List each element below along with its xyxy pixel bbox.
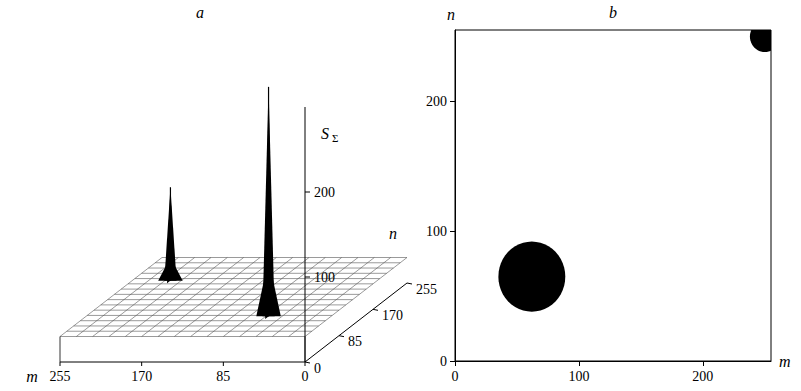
- svg-text:255: 255: [416, 282, 437, 297]
- svg-text:m: m: [779, 353, 791, 370]
- svg-text:85: 85: [348, 334, 362, 349]
- svg-text:Σ: Σ: [332, 132, 338, 144]
- svg-text:a: a: [196, 4, 204, 21]
- svg-text:200: 200: [692, 369, 713, 384]
- svg-text:n: n: [447, 6, 455, 23]
- svg-text:n: n: [389, 225, 397, 242]
- svg-text:255: 255: [50, 369, 71, 384]
- svg-text:b: b: [609, 4, 617, 21]
- svg-text:100: 100: [568, 369, 589, 384]
- svg-text:m: m: [26, 368, 38, 385]
- svg-text:S: S: [321, 125, 329, 142]
- svg-text:0: 0: [452, 369, 459, 384]
- svg-text:200: 200: [314, 185, 335, 200]
- svg-text:100: 100: [426, 224, 447, 239]
- svg-text:85: 85: [216, 369, 230, 384]
- svg-text:0: 0: [440, 354, 447, 369]
- svg-text:200: 200: [426, 94, 447, 109]
- svg-text:170: 170: [382, 308, 403, 323]
- svg-text:0: 0: [314, 361, 321, 376]
- svg-text:100: 100: [314, 270, 335, 285]
- svg-text:170: 170: [131, 369, 152, 384]
- svg-text:0: 0: [302, 369, 309, 384]
